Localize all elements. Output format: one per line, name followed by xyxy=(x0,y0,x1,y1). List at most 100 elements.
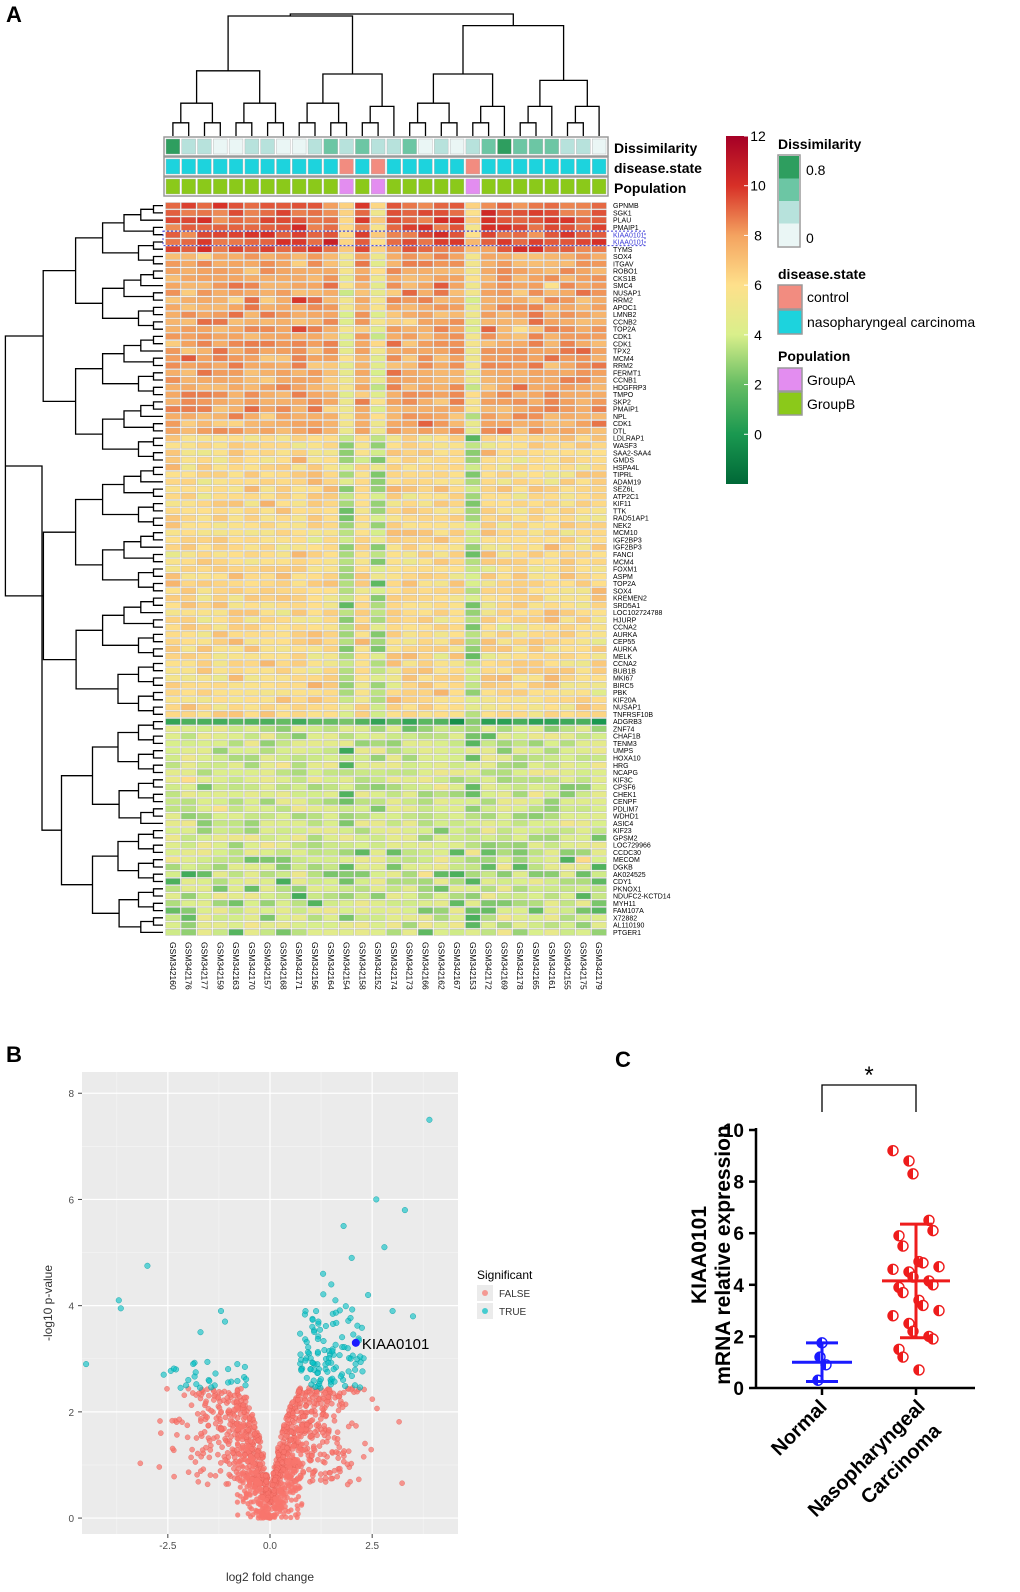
heatmap-cell xyxy=(544,732,560,740)
point-true xyxy=(352,1360,359,1367)
heatmap-cell xyxy=(339,340,355,347)
heatmap-cell xyxy=(275,725,291,733)
heatmap-cell xyxy=(528,783,544,791)
point-false xyxy=(337,1465,343,1472)
gene-label: LMNB2 xyxy=(613,312,636,319)
heatmap-cell xyxy=(591,711,607,718)
heatmap-cell xyxy=(575,449,591,456)
heatmap-cell xyxy=(417,652,433,660)
heatmap-cell xyxy=(544,711,560,718)
heatmap-cell xyxy=(575,921,591,929)
sample-label: GSM342176 xyxy=(184,942,194,990)
heatmap-cell xyxy=(196,238,212,246)
heatmap-cell xyxy=(339,805,355,813)
heatmap-cell xyxy=(354,311,370,318)
heatmap-cell xyxy=(165,703,181,711)
heatmap-cell xyxy=(433,442,449,449)
heatmap-cell xyxy=(307,449,323,456)
heatmap-cell xyxy=(528,834,544,842)
heatmap-cell xyxy=(323,907,339,914)
heatmap-cell xyxy=(339,413,355,420)
heatmap-cell xyxy=(481,478,497,486)
heatmap-cell xyxy=(386,703,402,711)
heatmap-cell xyxy=(323,369,339,377)
data-point xyxy=(887,1310,899,1322)
heatmap-cell xyxy=(307,631,323,638)
heatmap-cell xyxy=(417,282,433,289)
heatmap-cell xyxy=(560,224,576,231)
heatmap-cell xyxy=(481,362,497,369)
heatmap-cell xyxy=(181,347,197,355)
heatmap-cell xyxy=(196,769,212,776)
heatmap-cell xyxy=(181,398,197,406)
gene-label: MYH11 xyxy=(613,901,636,908)
heatmap-cell xyxy=(560,747,576,754)
heatmap-cell xyxy=(370,304,386,311)
heatmap-cell xyxy=(544,485,560,493)
heatmap-cell xyxy=(181,464,197,471)
heatmap-cell xyxy=(181,238,197,246)
point-false xyxy=(288,1474,294,1480)
heatmap-cell xyxy=(307,558,323,565)
heatmap-cell xyxy=(228,224,244,231)
heatmap-cell xyxy=(465,202,481,209)
heatmap-cell xyxy=(244,405,260,413)
point-false xyxy=(335,1393,342,1400)
point-true xyxy=(348,1372,355,1379)
point-true xyxy=(315,1318,322,1325)
heatmap-cell xyxy=(165,820,181,827)
heatmap-cell xyxy=(496,769,512,776)
point-false xyxy=(321,1422,327,1429)
data-point xyxy=(897,1286,909,1299)
heatmap-cell xyxy=(323,304,339,311)
heatmap-cell xyxy=(307,245,323,253)
heatmap-cell xyxy=(496,442,512,449)
heatmap-cell xyxy=(181,602,197,609)
heatmap-cell xyxy=(417,442,433,449)
heatmap-cell xyxy=(275,296,291,304)
heatmap-cell xyxy=(465,834,481,842)
point-false xyxy=(318,1416,324,1422)
heatmap-cell xyxy=(544,493,560,500)
heatmap-cell xyxy=(307,761,323,769)
heatmap-cell xyxy=(386,747,402,754)
heatmap-cell xyxy=(575,703,591,711)
heatmap-cell xyxy=(386,798,402,805)
heatmap-cell xyxy=(591,921,607,929)
heatmap-cell xyxy=(212,761,228,769)
heatmap-cell xyxy=(260,289,276,297)
heatmap-cell xyxy=(339,325,355,333)
heatmap-cell xyxy=(165,573,181,580)
heatmap-cell xyxy=(260,369,276,377)
heatmap-cell xyxy=(291,347,307,355)
heatmap-cell xyxy=(512,449,528,456)
heatmap-cell xyxy=(465,863,481,871)
annotation-cell xyxy=(418,178,433,195)
heatmap-cell xyxy=(544,478,560,486)
sample-label: GSM342162 xyxy=(436,942,446,990)
y-axis-label-line2: mRNA relative expression xyxy=(712,1125,735,1385)
heatmap-cell xyxy=(165,805,181,813)
heatmap-cell xyxy=(196,740,212,747)
heatmap-cell xyxy=(528,849,544,856)
heatmap-cell xyxy=(165,863,181,871)
heatmap-cell xyxy=(165,580,181,587)
gene-label: LOC102724788 xyxy=(613,610,663,617)
heatmap-cell xyxy=(244,863,260,871)
heatmap-cell xyxy=(212,318,228,326)
heatmap-cell xyxy=(528,820,544,827)
heatmap-cell xyxy=(528,442,544,449)
heatmap-cell xyxy=(244,907,260,914)
heatmap-cell xyxy=(165,587,181,595)
heatmap-cell xyxy=(275,340,291,347)
heatmap-cell xyxy=(417,398,433,406)
heatmap-cell xyxy=(165,434,181,442)
heatmap-cell xyxy=(181,376,197,384)
heatmap-cell xyxy=(354,536,370,544)
point-false xyxy=(245,1501,251,1507)
heatmap-cell xyxy=(212,841,228,849)
heatmap-cell xyxy=(465,594,481,602)
heatmap-cell xyxy=(433,580,449,587)
heatmap-cell xyxy=(212,783,228,791)
heatmap-cell xyxy=(260,892,276,900)
